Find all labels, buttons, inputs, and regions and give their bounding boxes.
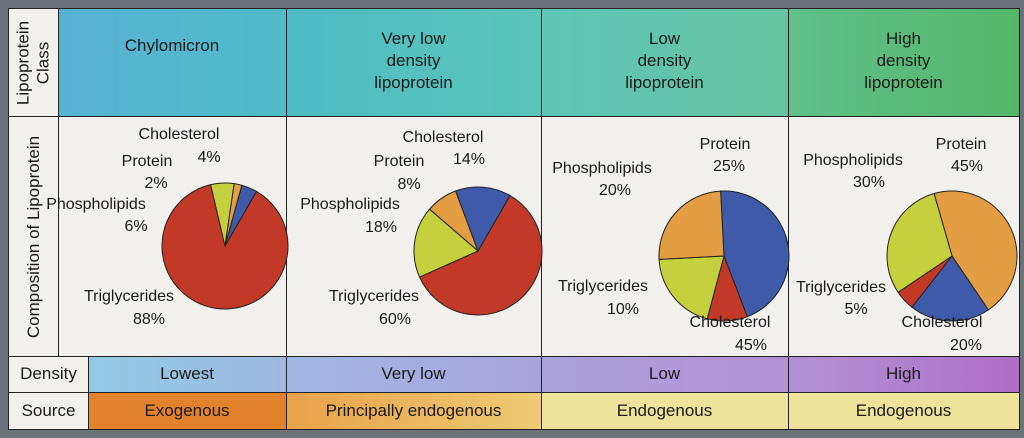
pie-label: 5% (844, 301, 867, 318)
grid-line (88, 356, 89, 429)
grid-line (286, 9, 287, 429)
class-name-line: Chylomicron (124, 35, 220, 55)
pie-2 (658, 190, 790, 322)
class-name-line: density (386, 50, 441, 70)
class-name-line: density (637, 50, 692, 70)
pie-3 (886, 190, 1018, 322)
class-name-line: density (876, 50, 931, 70)
density-vldl: Very low (381, 364, 446, 383)
pie-label: Triglycerides (558, 278, 648, 295)
pie-label: 6% (124, 218, 147, 235)
pie-label: Cholesterol (403, 129, 484, 146)
source-hdl: Endogenous (855, 400, 952, 420)
grid-line (58, 9, 59, 356)
pie-label: Phospholipids (803, 152, 903, 169)
pie-label: Cholesterol (690, 314, 771, 331)
header-chylomicron-bg (58, 9, 286, 116)
composition-pies: Cholesterol 4% Protein 2% Phospholipids … (46, 126, 1018, 354)
pie-label: 14% (453, 151, 485, 168)
pie-label: Triglycerides (796, 279, 886, 296)
pie-label: 60% (379, 311, 411, 328)
class-name-hdl: High density lipoprotein (788, 21, 1019, 101)
source-label: Source (21, 400, 76, 420)
pie-label: Triglycerides (329, 288, 419, 305)
header-ldl-bg (541, 9, 788, 116)
pie-slice-phospholipids (413, 208, 479, 278)
pie-label: Protein (936, 136, 987, 153)
grid-line (9, 116, 1019, 117)
pie-slice-phospholipids (886, 192, 953, 294)
class-name-line: Very low (381, 28, 446, 48)
pie-label: 45% (951, 158, 983, 175)
class-name-line: lipoprotein (864, 73, 943, 93)
pie-label: 20% (599, 182, 631, 199)
density-ldl: Low (648, 364, 681, 383)
header-vldl-bg (286, 9, 541, 116)
source-exogenous-bg (88, 392, 286, 429)
source-endogenous-hdl-bg (788, 392, 1019, 429)
class-name-line: Low (648, 28, 681, 48)
class-name-ldl: Low density lipoprotein (541, 21, 788, 101)
source-ldl: Endogenous (616, 400, 713, 420)
pie-label: 88% (133, 311, 165, 328)
density-chylomicron: Lowest (160, 364, 214, 383)
pie-label: Cholesterol (139, 126, 220, 143)
grid-line (541, 9, 542, 429)
lipoprotein-comparison-table: Lipoprotein Class Composition of Lipopro… (8, 8, 1020, 430)
pie-label: 18% (365, 219, 397, 236)
density-band (88, 356, 1019, 392)
pie-label: Cholesterol (902, 314, 983, 331)
density-hdl: High (886, 364, 921, 383)
pie-label: Phospholipids (552, 160, 652, 177)
header-hdl-bg (788, 9, 1019, 116)
class-name-line: High (886, 28, 921, 48)
pie-label: 45% (735, 337, 767, 354)
pie-label: Phospholipids (46, 196, 146, 213)
pie-slice-phospholipids (658, 255, 725, 320)
pie-label: 20% (950, 337, 982, 354)
pie-slice-cholesterol (911, 255, 990, 322)
pie-label: 2% (144, 175, 167, 192)
pie-slice-cholesterol (720, 190, 790, 318)
pie-label: 25% (713, 158, 745, 175)
pie-1 (413, 186, 543, 316)
pie-label: Triglycerides (84, 288, 174, 305)
pie-label: 8% (397, 176, 420, 193)
pie-slice-protein (658, 190, 725, 260)
pie-0 (161, 182, 289, 310)
source-label-bg (9, 392, 88, 429)
pie-slice-cholesterol (224, 184, 258, 247)
source-chylomicron: Exogenous (144, 400, 230, 420)
class-name-vldl: Very low density lipoprotein (286, 21, 541, 101)
pie-slice-protein (933, 190, 1018, 311)
source-vldl: Principally endogenous (325, 400, 502, 420)
pie-slice-triglycerides (418, 194, 543, 316)
grid-line (788, 9, 789, 429)
class-name-line: lipoprotein (374, 73, 453, 93)
pie-label: Protein (700, 136, 751, 153)
pie-label: 4% (197, 149, 220, 166)
pie-slice-cholesterol (455, 186, 511, 253)
pie-label: Protein (374, 153, 425, 170)
pie-label: 30% (853, 174, 885, 191)
source-endogenous-ldl-bg (541, 392, 788, 429)
pie-slice-triglycerides (161, 184, 289, 310)
class-name-line: lipoprotein (625, 73, 704, 93)
pie-label: Protein (122, 153, 173, 170)
density-label-bg (9, 356, 88, 392)
pie-label: 10% (607, 301, 639, 318)
density-label: Density (20, 364, 77, 383)
pie-label: Phospholipids (300, 196, 400, 213)
source-principally-bg (286, 392, 541, 429)
grid-line (9, 356, 1019, 357)
class-name-chylomicron: Chylomicron (58, 21, 286, 71)
grid-line (9, 392, 1019, 393)
